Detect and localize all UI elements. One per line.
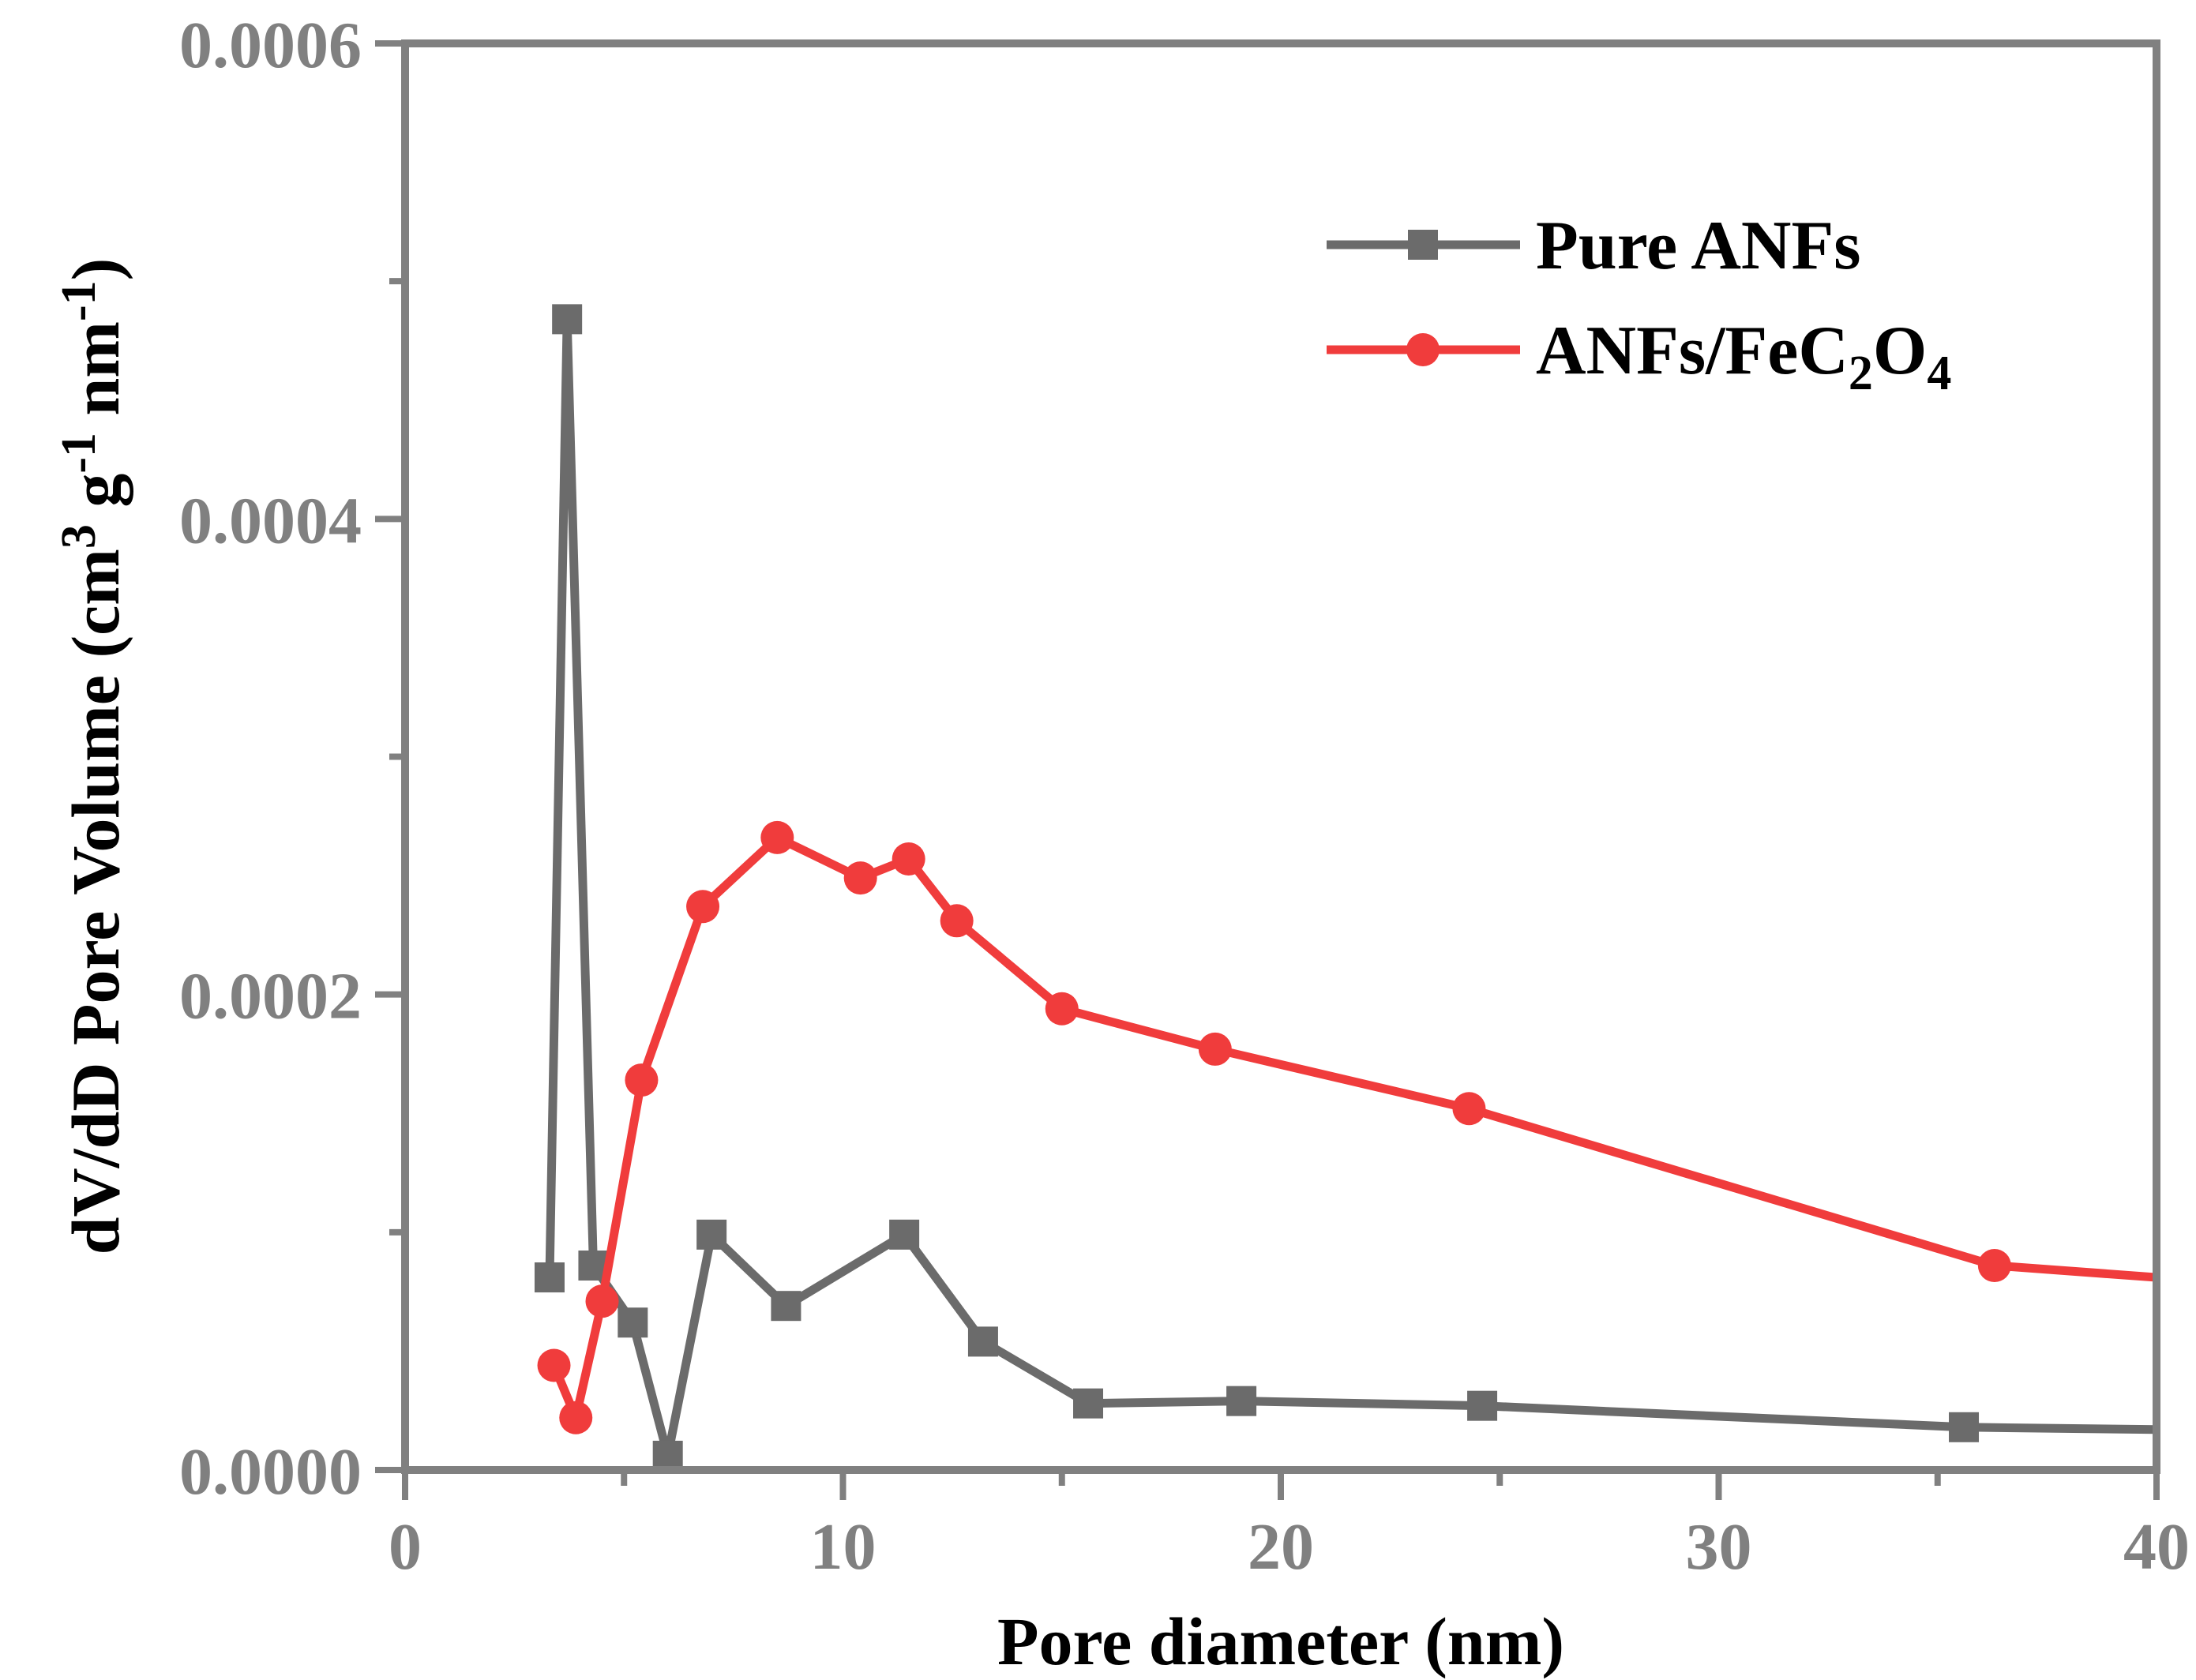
data-point-pure-anfs (771, 1291, 801, 1322)
x-axis-title: Pore diameter (nm) (997, 1603, 1564, 1679)
data-point-pure-anfs (652, 1440, 683, 1471)
legend-label-pure-anfs: Pure ANFs (1536, 208, 1860, 284)
legend-label-anfs-feco: ANFs/FeC2O4 (1536, 313, 1951, 400)
plot-series (534, 304, 2157, 1471)
data-point-anfs-feco (1045, 992, 1079, 1026)
y-axis-title: dV/dD Pore Volume (cm3 g-1 nm-1) (52, 258, 133, 1255)
legend: Pure ANFs ANFs/FeC2O4 (1327, 208, 1951, 400)
data-point-anfs-feco (559, 1401, 593, 1434)
data-point-anfs-feco (1452, 1092, 1486, 1126)
data-point-pure-anfs (1073, 1388, 1104, 1419)
data-point-anfs-feco (760, 820, 794, 854)
y-tick-label: 0.0004 (179, 484, 362, 557)
y-axis-title-part: ) (58, 258, 133, 281)
legend-marker-pure-anfs (1408, 230, 1438, 260)
data-point-pure-anfs (552, 304, 583, 335)
y-axis-title-part: g (58, 474, 133, 525)
series-line-pure-anfs (545, 314, 2157, 1461)
data-point-anfs-feco (686, 890, 720, 924)
data-point-pure-anfs (534, 1262, 565, 1293)
data-point-anfs-feco (940, 904, 974, 938)
data-point-anfs-feco (585, 1284, 619, 1318)
y-axis-title-part: dV/dD Pore Volume (cm (58, 549, 133, 1254)
data-point-pure-anfs (889, 1219, 920, 1250)
x-tick-label: 20 (1248, 1510, 1314, 1584)
series-line-anfs-feco (550, 833, 2157, 1423)
data-point-pure-anfs (1226, 1386, 1257, 1416)
data-point-anfs-feco (625, 1063, 659, 1097)
y-tick-label: 0.0002 (179, 960, 362, 1033)
data-point-pure-anfs (618, 1307, 648, 1338)
x-tick-label: 10 (810, 1510, 877, 1584)
data-point-pure-anfs (967, 1326, 998, 1357)
tick-labels: 0 10 20 30 40 0.0000 0.0002 0.0004 0.0006 (179, 9, 2190, 1584)
y-tick-label: 0.0006 (179, 9, 362, 82)
data-point-pure-anfs (1949, 1412, 1980, 1442)
plot-frame (401, 39, 2160, 1474)
data-point-anfs-feco (843, 861, 877, 895)
data-point-anfs-feco (1198, 1032, 1232, 1066)
y-axis-title-superscript: 3 (52, 524, 106, 549)
x-tick-label: 0 (389, 1510, 422, 1584)
x-tick-label: 40 (2123, 1510, 2190, 1584)
data-point-anfs-feco (1977, 1248, 2011, 1282)
legend-marker-anfs-feco (1406, 333, 1440, 366)
data-point-anfs-feco (892, 842, 925, 876)
y-axis-title-superscript: -1 (52, 280, 106, 321)
y-axis-title-part: nm (58, 321, 133, 433)
data-point-pure-anfs (1467, 1390, 1498, 1421)
data-point-pure-anfs (696, 1219, 727, 1250)
y-axis-title-superscript: -1 (52, 433, 106, 474)
axis-ticks (375, 40, 2160, 1500)
y-tick-label: 0.0000 (179, 1435, 362, 1509)
x-tick-label: 30 (1686, 1510, 1752, 1584)
data-point-anfs-feco (537, 1348, 571, 1382)
